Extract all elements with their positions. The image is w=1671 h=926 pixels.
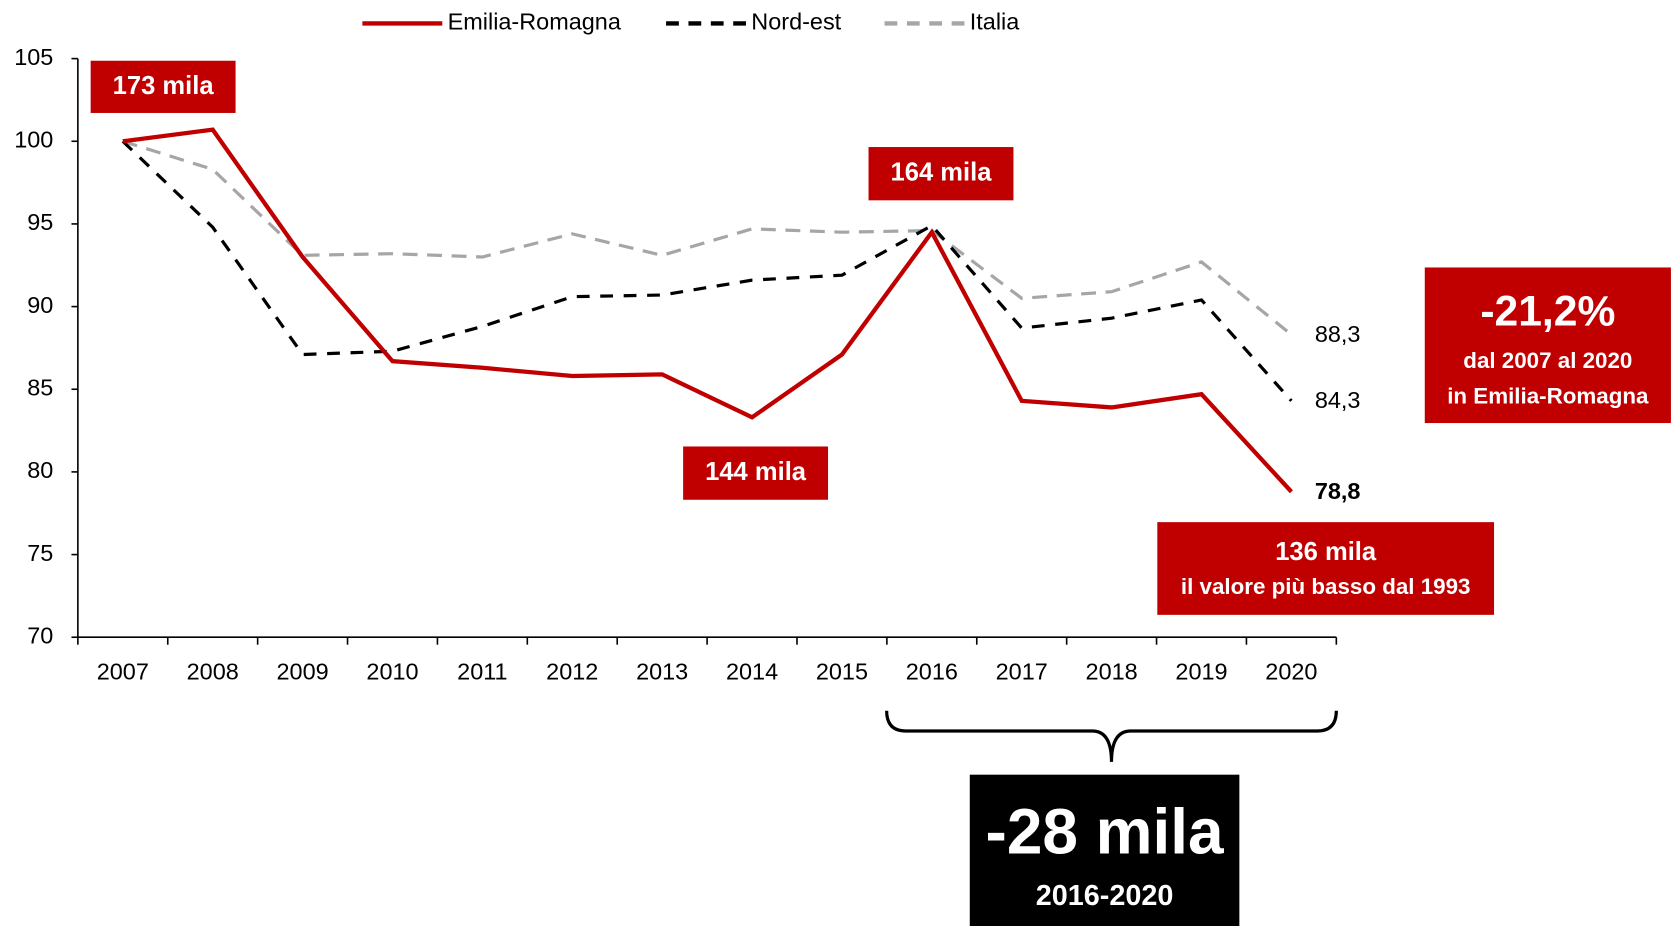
end-label: 88,3 [1315,321,1361,347]
annotation-text: 2016-2020 [1036,880,1174,912]
annotation-box [683,446,829,500]
x-tick-label: 2008 [187,659,239,685]
annotation-box [1157,522,1495,615]
annotation-text: -21,2% [1480,288,1615,336]
x-tick-label: 2020 [1265,659,1317,685]
y-tick-label: 80 [27,457,53,483]
y-tick-label: 70 [27,622,53,648]
x-tick-label: 2019 [1175,659,1227,685]
y-tick-label: 105 [14,44,53,70]
x-tick-label: 2017 [996,659,1048,685]
annotation-text: 136 mila [1275,538,1377,566]
y-tick-label: 85 [27,374,53,400]
annotation-box [868,147,1014,201]
annotation-text: 144 mila [705,458,807,486]
x-tick-label: 2012 [546,659,598,685]
annotation-box [969,774,1240,926]
annotation-text: 173 mila [113,72,215,100]
annotation-text: in Emilia-Romagna [1447,383,1649,408]
x-tick-label: 2009 [277,659,329,685]
x-tick-label: 2010 [366,659,418,685]
end-label: 78,8 [1315,478,1361,504]
x-tick-label: 2018 [1086,659,1138,685]
x-tick-label: 2014 [726,659,778,685]
x-tick-label: 2007 [97,659,149,685]
series-line [121,140,1293,402]
legend-label: Nord-est [751,9,841,35]
y-tick-label: 95 [27,209,53,235]
y-tick-label: 100 [14,126,53,152]
annotation-text: 164 mila [891,158,993,186]
y-tick-label: 75 [27,540,53,566]
annotation-box [1424,267,1671,424]
legend-label: Emilia-Romagna [448,9,622,35]
x-tick-label: 2016 [906,659,958,685]
series-line [122,127,1293,494]
y-tick-label: 90 [27,292,53,318]
x-tick-label: 2011 [457,659,507,685]
x-tick-label: 2013 [636,659,688,685]
annotation-text: il valore più basso dal 1993 [1181,574,1471,599]
annotation-text: -28 mila [986,795,1225,867]
x-tick-label: 2015 [816,659,868,685]
end-label: 84,3 [1315,387,1361,413]
brace [885,710,1338,762]
legend-label: Italia [970,9,1020,35]
series-line [122,139,1293,336]
annotation-text: dal 2007 al 2020 [1463,348,1632,373]
annotation-box [90,60,236,113]
